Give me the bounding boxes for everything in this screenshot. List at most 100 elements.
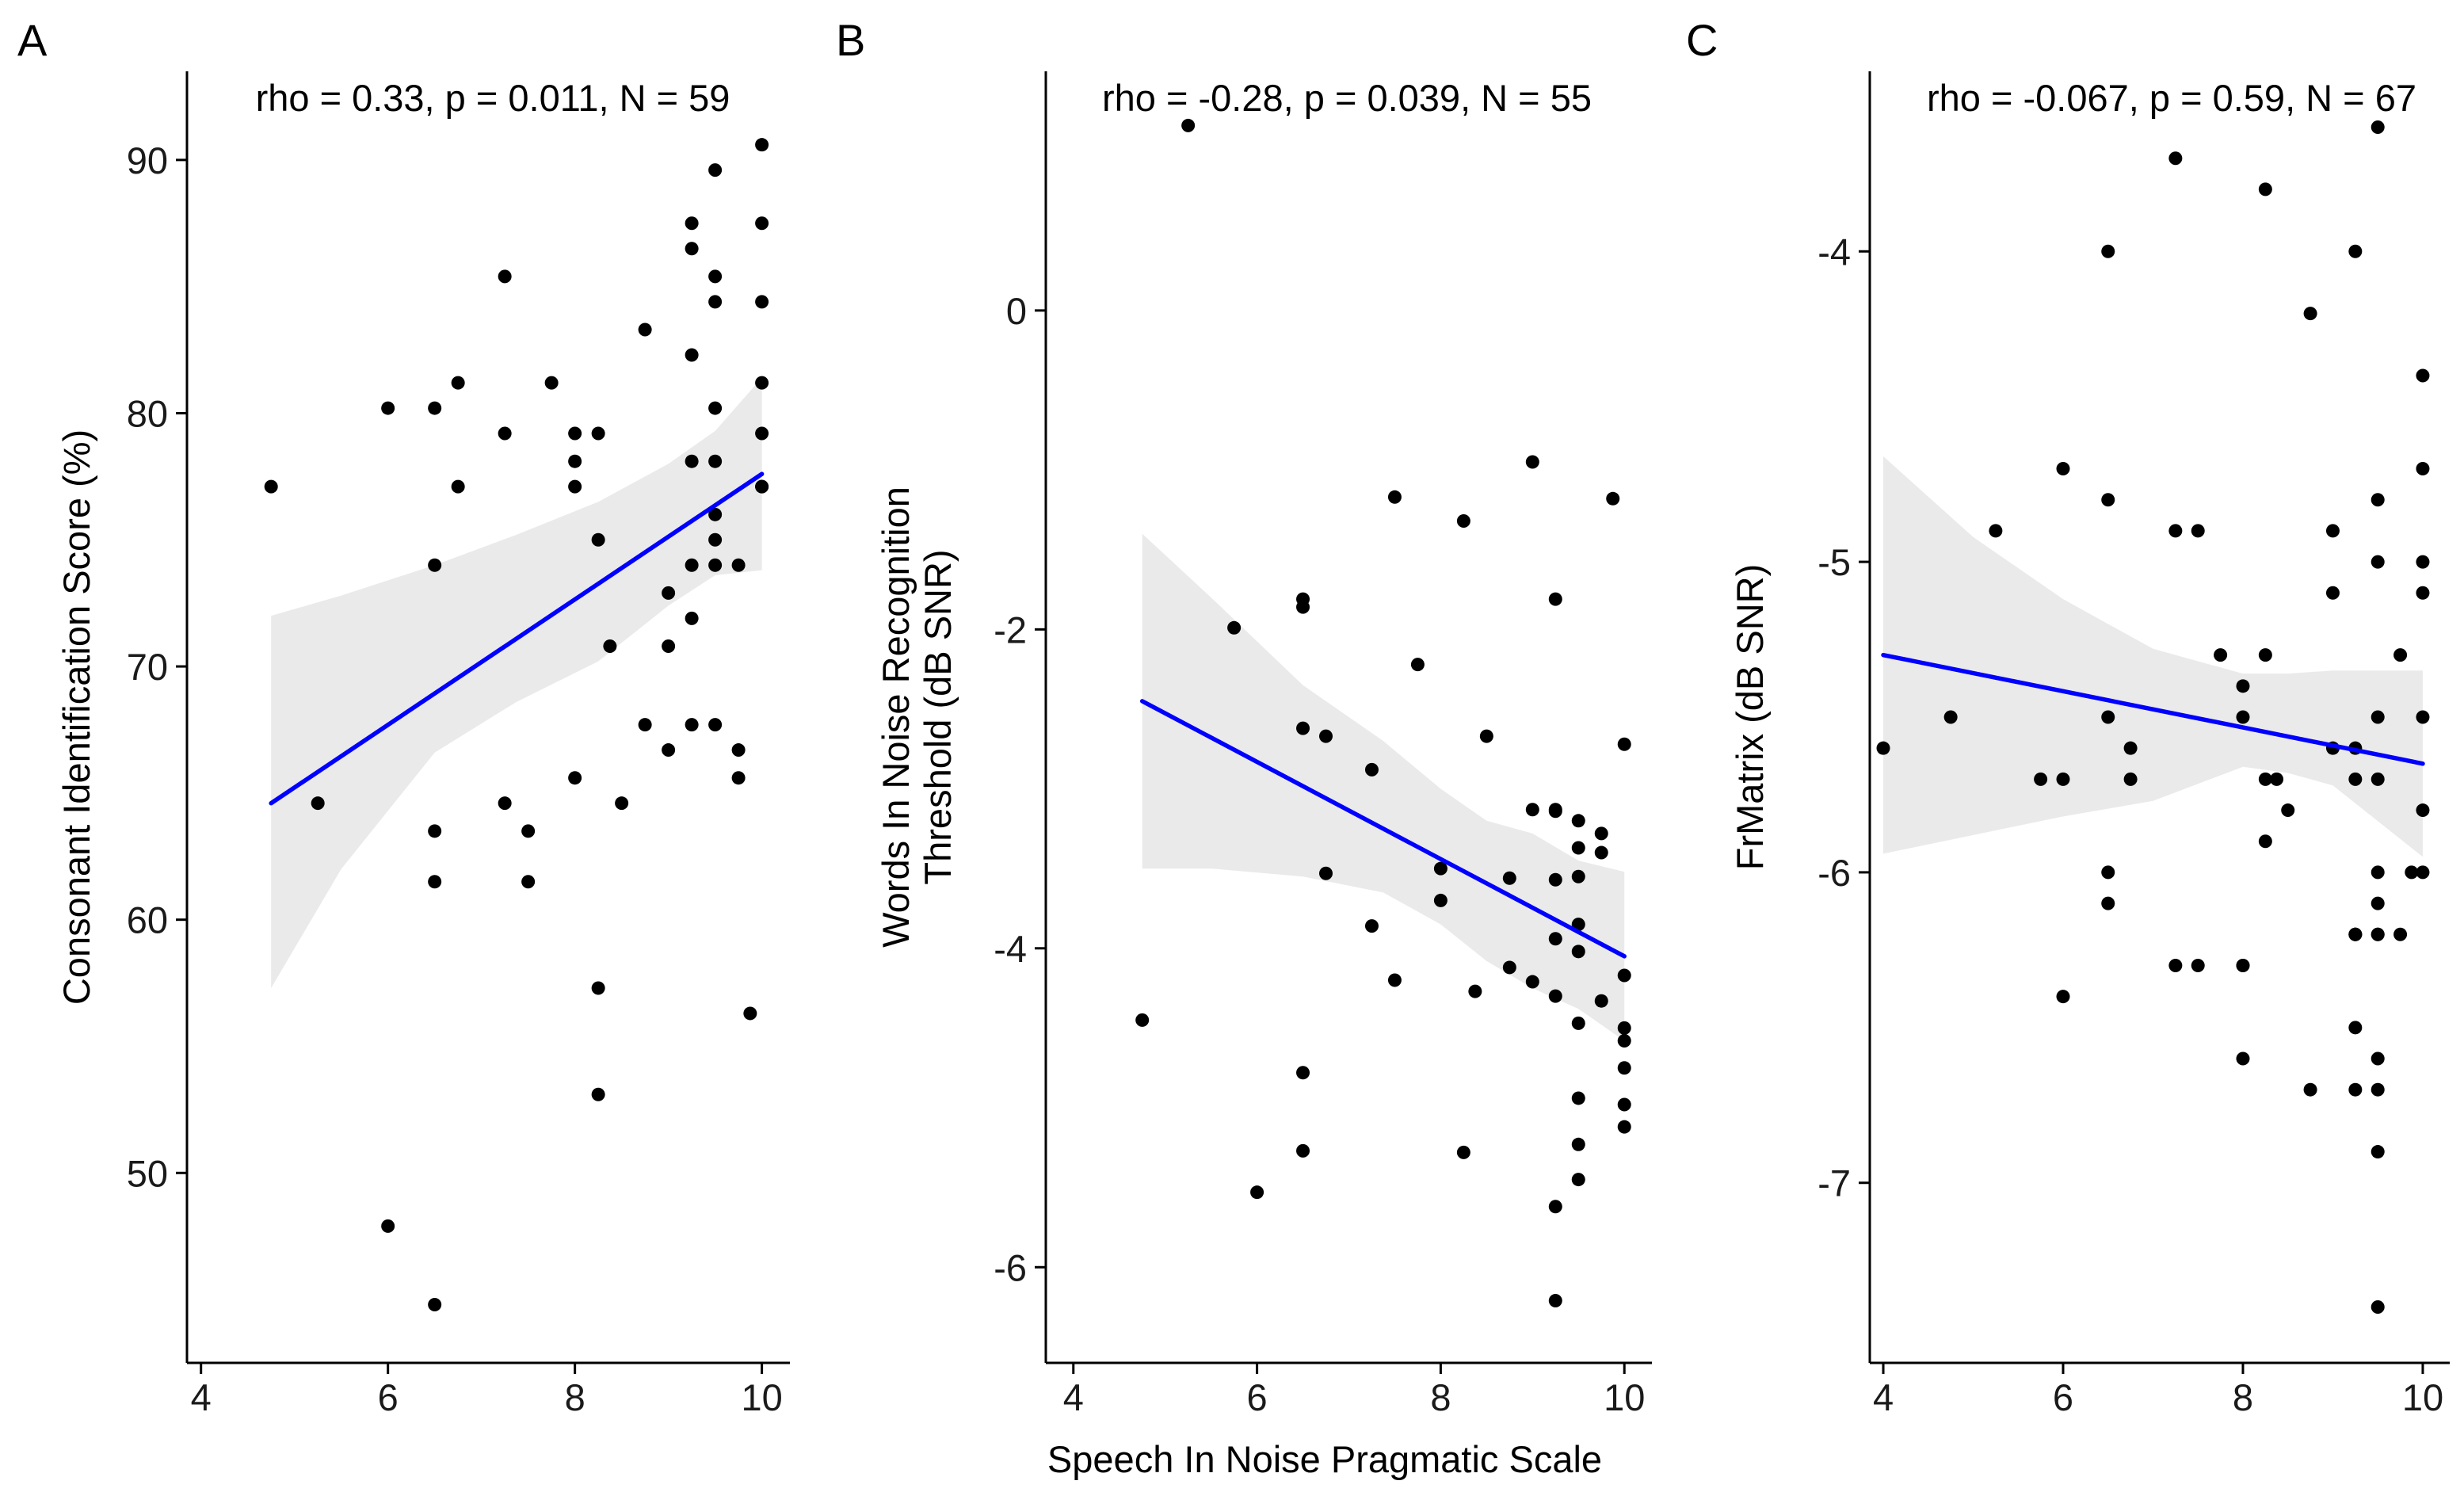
panel-b-data-point: [1594, 994, 1608, 1008]
panel-b: B Words In Noise Recognition Threshold (…: [836, 15, 1652, 1480]
panel-a-data-point: [708, 401, 723, 415]
panel-a-data-point: [428, 824, 442, 838]
panel-b-data-point: [1617, 968, 1631, 983]
panel-a-x-tick-label: 10: [741, 1376, 782, 1418]
panel-a-data-point: [685, 216, 699, 231]
panel-a-fit-line: [269, 471, 765, 806]
panel-c-data-point: [2303, 307, 2317, 321]
panel-b-data-point: [1319, 866, 1333, 880]
panel-b-data-point: [1387, 490, 1402, 504]
panel-b-data-point: [1525, 975, 1539, 989]
panel-c-data-point: [2191, 958, 2205, 972]
panel-a: A Consonant Identification Score (%) rho…: [17, 15, 790, 1418]
panel-b-data-point: [1617, 737, 1631, 751]
panel-b-data-point: [1135, 1013, 1150, 1027]
panel-b-data-point: [1571, 1173, 1585, 1187]
panel-c-data-point: [2371, 710, 2385, 724]
panel-a-y-tick-label: 90: [127, 139, 168, 181]
panel-c-data-point: [2325, 586, 2340, 600]
panel-a-data-point: [498, 796, 512, 811]
panel-c-data-point: [2371, 896, 2385, 910]
panel-b-y-tick-label: -2: [994, 609, 1027, 651]
panel-a-data-point: [755, 216, 769, 231]
panel-c-data-point: [2101, 244, 2115, 258]
panel-b-data-point: [1548, 932, 1562, 946]
panel-a-x-tick-label: 8: [565, 1376, 585, 1418]
panel-b-data-point: [1296, 600, 1310, 614]
panel-a-data-point: [381, 401, 395, 415]
panel-c-ci-band: [1883, 456, 2423, 857]
panel-c-x-tick-label: 10: [2402, 1376, 2443, 1418]
panel-a-data-point: [708, 558, 723, 572]
panel-c-data-point: [2416, 710, 2430, 724]
panel-c-data-point: [1876, 741, 1890, 755]
panel-a-data-point: [568, 426, 582, 441]
panel-a-data-point: [731, 558, 746, 572]
panel-b-x-tick-label: 10: [1604, 1376, 1645, 1418]
panel-a-data-point: [591, 1087, 605, 1101]
panel-b-data-point: [1456, 1145, 1470, 1159]
panel-b-data-point: [1617, 1021, 1631, 1035]
panel-a-data-point: [591, 532, 605, 547]
panel-c-data-point: [2348, 244, 2363, 258]
panel-b-data-point: [1456, 513, 1470, 528]
panel-b-data-point: [1548, 989, 1562, 1003]
panel-c-data-point: [2405, 865, 2419, 880]
panel-a-data-point: [708, 295, 723, 309]
panel-a-data-point: [615, 796, 629, 811]
panel-b-data-point: [1296, 1066, 1310, 1080]
panel-a-data-point: [521, 824, 536, 838]
panel-c-x-tick-label: 8: [2233, 1376, 2253, 1418]
panel-a-data-point: [685, 611, 699, 625]
panel-c-data-point: [2371, 1145, 2385, 1159]
panel-a-data-point: [685, 558, 699, 572]
panel-b-data-point: [1502, 871, 1516, 885]
panel-a-data-point: [428, 875, 442, 889]
panel-b-data-point: [1548, 592, 1562, 606]
panel-a-data-point: [603, 639, 617, 654]
panel-a-data-point: [591, 426, 605, 441]
panel-a-data-point: [685, 454, 699, 468]
panel-c-data-point: [2371, 1051, 2385, 1066]
panel-a-data-point: [264, 479, 278, 494]
panel-c-data-point: [2371, 1082, 2385, 1097]
panel-c-x-tick-label: 4: [1873, 1376, 1894, 1418]
panel-a-y-tick-label: 60: [127, 899, 168, 941]
panel-a-x-tick-label: 6: [378, 1376, 399, 1418]
panel-a-x-tick-label: 4: [191, 1376, 212, 1418]
panel-a-data-point: [755, 138, 769, 152]
panel-b-data-point: [1548, 872, 1562, 887]
panel-b-letter: B: [836, 15, 865, 65]
panel-c-data-point: [2236, 679, 2250, 693]
panel-c: C FrMatrix (dB SNR) rho = -0.067, p = 0.…: [1686, 15, 2450, 1418]
panel-a-ylabel: Consonant Identification Score (%): [55, 429, 97, 1005]
panel-c-data-point: [2101, 896, 2115, 910]
panel-a-data-point: [755, 426, 769, 441]
panel-b-annotation: rho = -0.28, p = 0.039, N = 55: [1102, 77, 1592, 119]
panel-a-data-point: [638, 322, 652, 337]
panel-b-data-point: [1502, 960, 1516, 975]
panel-b-data-point: [1571, 1016, 1585, 1030]
panel-b-data-point: [1468, 984, 1482, 998]
panel-c-data-point: [2123, 772, 2138, 786]
panel-c-data-point: [2371, 772, 2385, 786]
panel-b-data-point: [1548, 1200, 1562, 1214]
panel-a-data-point: [451, 376, 465, 390]
panel-b-x-tick-label: 8: [1430, 1376, 1451, 1418]
panel-b-x-tick-label: 6: [1247, 1376, 1268, 1418]
panel-c-data-point: [2416, 803, 2430, 818]
panel-a-data-point: [428, 401, 442, 415]
panel-b-data-point: [1433, 861, 1448, 876]
panel-c-data-point: [2214, 648, 2228, 662]
panel-a-data-point: [708, 454, 723, 468]
panel-b-data-point: [1571, 869, 1585, 883]
panel-b-data-point: [1548, 803, 1562, 817]
panel-c-data-point: [2056, 990, 2070, 1004]
panel-a-data-point: [662, 639, 676, 654]
panel-a-data-point: [708, 269, 723, 284]
panel-c-data-point: [2168, 958, 2183, 972]
panel-c-data-point: [2371, 927, 2385, 941]
panel-a-data-point: [685, 348, 699, 362]
panel-b-fit-line: [1139, 699, 1627, 959]
panel-c-data-point: [2416, 462, 2430, 476]
